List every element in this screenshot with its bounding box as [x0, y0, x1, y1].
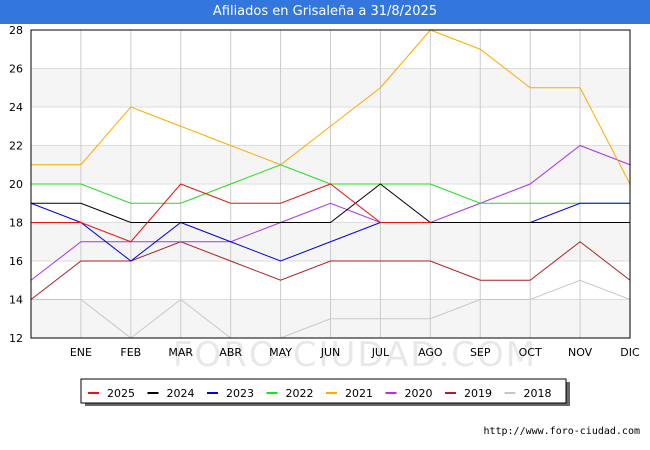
legend-label-2023: 2023: [226, 387, 254, 400]
legend-label-2024: 2024: [167, 387, 195, 400]
x-tick-label: SEP: [470, 346, 491, 359]
legend-label-2021: 2021: [345, 387, 373, 400]
y-tick-label: 28: [9, 24, 23, 37]
legend-box: [80, 378, 570, 406]
legend-label-2025: 2025: [107, 387, 135, 400]
legend: 2025 2024 2023 2022 2021 2020 2019 2018: [88, 387, 552, 400]
y-tick-label: 22: [9, 140, 23, 153]
legend-label-2022: 2022: [286, 387, 314, 400]
y-tick-label: 26: [9, 63, 23, 76]
x-tick-label: MAY: [269, 346, 292, 359]
x-axis-ticks: ENE FEB MAR ABR MAY JUN JUL AGO SEP OCT NOV DIC: [70, 346, 640, 359]
y-axis-ticks: 12 14 16 18 20 22 24 26 28: [9, 24, 23, 345]
x-tick-label: JUL: [371, 346, 390, 359]
legend-label-2020: 2020: [405, 387, 433, 400]
x-tick-label: MAR: [168, 346, 193, 359]
watermark: FORO-CIUDAD.COM: [173, 335, 537, 375]
y-tick-label: 18: [9, 217, 23, 230]
x-tick-label: ABR: [219, 346, 242, 359]
x-tick-label: ENE: [70, 346, 92, 359]
x-tick-label: NOV: [568, 346, 593, 359]
x-tick-label: DIC: [620, 346, 640, 359]
x-tick-label: OCT: [519, 346, 542, 359]
series-line-2024: [31, 183, 630, 223]
x-tick-label: JUN: [320, 346, 341, 359]
source-url[interactable]: http://www.foro-ciudad.com: [483, 426, 640, 437]
y-tick-label: 24: [9, 101, 23, 114]
y-tick-label: 12: [9, 332, 23, 345]
series-line-2021: [31, 29, 631, 185]
chart-title: Afiliados en Grisaleña a 31/8/2025: [0, 0, 650, 24]
y-tick-label: 16: [9, 255, 23, 268]
y-tick-label: 20: [9, 178, 23, 191]
series-line-2025: [31, 183, 431, 243]
y-tick-label: 14: [9, 294, 23, 307]
x-tick-label: AGO: [418, 346, 443, 359]
legend-label-2019: 2019: [464, 387, 492, 400]
legend-label-2018: 2018: [524, 387, 552, 400]
plot-border: [30, 29, 631, 339]
series-group: [30, 29, 631, 339]
x-tick-label: FEB: [120, 346, 141, 359]
